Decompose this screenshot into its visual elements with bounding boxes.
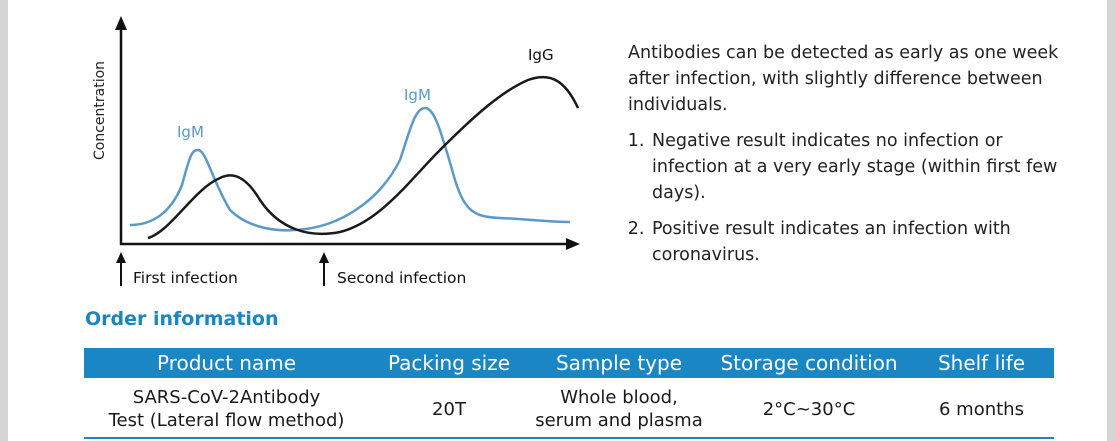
order-table: Product name Packing size Sample type St… <box>84 348 1054 439</box>
table-row: SARS-CoV-2Antibody Test (Lateral flow me… <box>84 378 1054 438</box>
product-name-line1: SARS-CoV-2Antibody <box>132 387 321 408</box>
sample-type-line1: Whole blood, <box>560 387 678 408</box>
y-axis-label: Concentration <box>92 61 108 160</box>
first-infection-arrow-icon <box>116 252 126 263</box>
cell-packing-size: 20T <box>432 398 466 420</box>
col-shelf-life: Shelf life <box>909 348 1054 378</box>
igm-curve <box>129 106 571 232</box>
product-name-line2: Test (Lateral flow method) <box>108 410 345 431</box>
col-packing-size: Packing size <box>369 348 529 378</box>
igm-second-label: IgM <box>404 86 431 104</box>
second-infection-arrow-icon <box>319 252 329 263</box>
x-axis-arrow <box>566 238 580 250</box>
right-border <box>1107 0 1115 441</box>
info-intro: Antibodies can be detected as early as o… <box>628 43 1059 115</box>
col-product-name: Product name <box>84 348 369 378</box>
order-heading: Order information <box>85 308 279 330</box>
igm-first-label: IgM <box>177 123 204 141</box>
cell-shelf-life: 6 months <box>939 398 1024 420</box>
cell-storage-condition: 2°C~30°C <box>762 398 856 420</box>
second-infection-label: Second infection <box>337 269 466 287</box>
info-list: Negative result indicates no infection o… <box>628 128 1068 268</box>
col-storage-condition: Storage condition <box>709 348 909 378</box>
col-sample-type: Sample type <box>529 348 709 378</box>
table-header-row: Product name Packing size Sample type St… <box>84 348 1054 378</box>
antibody-chart: Concentration IgM IgM IgG First infectio… <box>92 16 580 287</box>
first-infection-label: First infection <box>133 269 238 287</box>
sample-type-line2: serum and plasma <box>535 410 703 431</box>
info-item-positive: Positive result indicates an infection w… <box>650 216 1068 268</box>
cell-product-name: SARS-CoV-2Antibody Test (Lateral flow me… <box>84 378 369 438</box>
igg-label: IgG <box>528 46 554 64</box>
igg-curve <box>147 75 580 240</box>
left-border <box>0 0 8 441</box>
cell-sample-type: Whole blood, serum and plasma <box>529 378 709 438</box>
info-item-negative: Negative result indicates no infection o… <box>650 128 1068 206</box>
info-text: Antibodies can be detected as early as o… <box>628 40 1068 278</box>
y-axis-arrow <box>115 16 127 30</box>
